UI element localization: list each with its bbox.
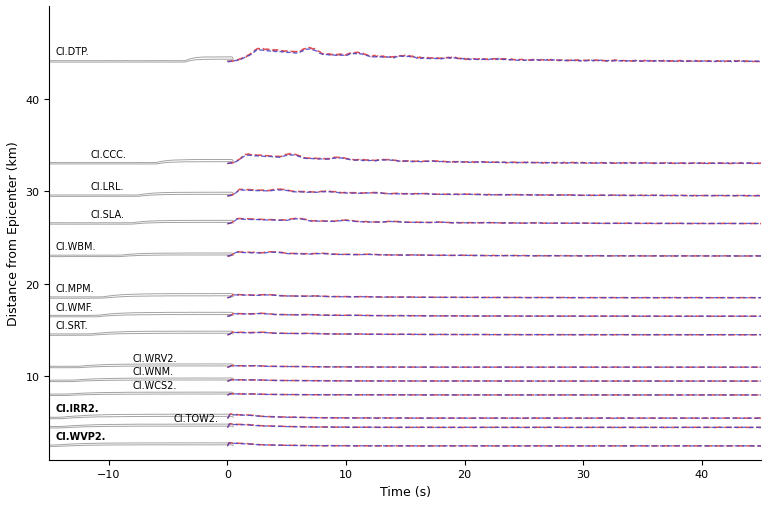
Text: CI.MPM.: CI.MPM. <box>55 283 94 293</box>
Text: CI.WRV2.: CI.WRV2. <box>132 353 177 363</box>
Y-axis label: Distance from Epicenter (km): Distance from Epicenter (km) <box>7 141 20 326</box>
Text: CI.TOW2.: CI.TOW2. <box>174 413 219 423</box>
Text: CI.WNM.: CI.WNM. <box>132 367 174 377</box>
Text: CI.DTP.: CI.DTP. <box>55 47 89 57</box>
Text: CI.WCS2.: CI.WCS2. <box>132 381 177 390</box>
Text: CI.WBM.: CI.WBM. <box>55 242 96 252</box>
Text: CI.IRR2.: CI.IRR2. <box>55 403 99 414</box>
Text: CI.SRT.: CI.SRT. <box>55 321 88 330</box>
Text: CI.WVP2.: CI.WVP2. <box>55 431 106 441</box>
Text: CI.LRL.: CI.LRL. <box>91 182 124 192</box>
Text: CI.CCC.: CI.CCC. <box>91 149 127 160</box>
Text: CI.WMF.: CI.WMF. <box>55 302 93 312</box>
X-axis label: Time (s): Time (s) <box>379 485 431 498</box>
Text: CI.SLA.: CI.SLA. <box>91 210 125 220</box>
